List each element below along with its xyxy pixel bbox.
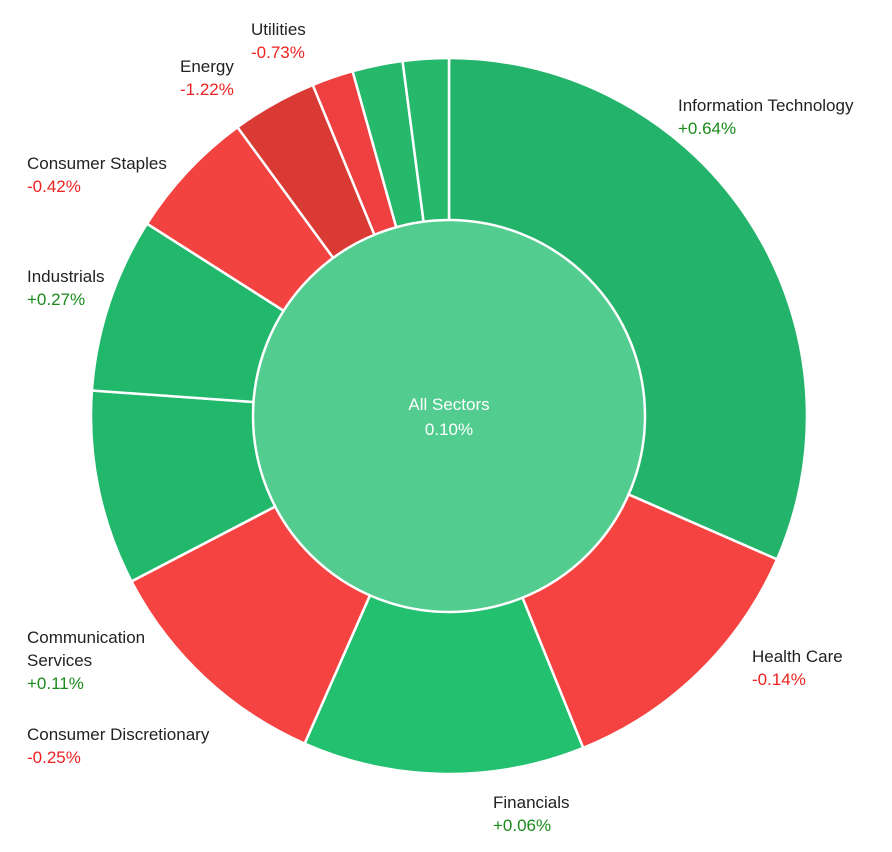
- center-label: All Sectors: [408, 395, 489, 414]
- change-health-care: -0.14%: [752, 670, 806, 689]
- label-energy: Energy: [180, 57, 234, 76]
- label-financials: Financials: [493, 793, 570, 812]
- center-value: 0.10%: [425, 420, 473, 439]
- label-consumer-discretionary: Consumer Discretionary: [27, 725, 210, 744]
- change-communication-services: +0.11%: [27, 674, 84, 693]
- change-utilities: -0.73%: [251, 43, 305, 62]
- label-consumer-staples: Consumer Staples: [27, 154, 167, 173]
- change-energy: -1.22%: [180, 80, 234, 99]
- change-information-technology: +0.64%: [678, 119, 736, 138]
- label-industrials: Industrials: [27, 267, 104, 286]
- label-utilities: Utilities: [251, 20, 306, 39]
- center-circle: [251, 218, 647, 614]
- change-consumer-discretionary: -0.25%: [27, 748, 81, 767]
- change-consumer-staples: -0.42%: [27, 177, 81, 196]
- labels-group: Information Technology +0.64% Health Care -…: [27, 20, 854, 835]
- label-information-technology: Information Technology: [678, 96, 854, 115]
- change-industrials: +0.27%: [27, 290, 85, 309]
- label-communication-services-line1: Communication: [27, 628, 145, 647]
- change-financials: +0.06%: [493, 816, 551, 835]
- label-health-care: Health Care: [752, 647, 843, 666]
- label-communication-services-line2: Services: [27, 651, 92, 670]
